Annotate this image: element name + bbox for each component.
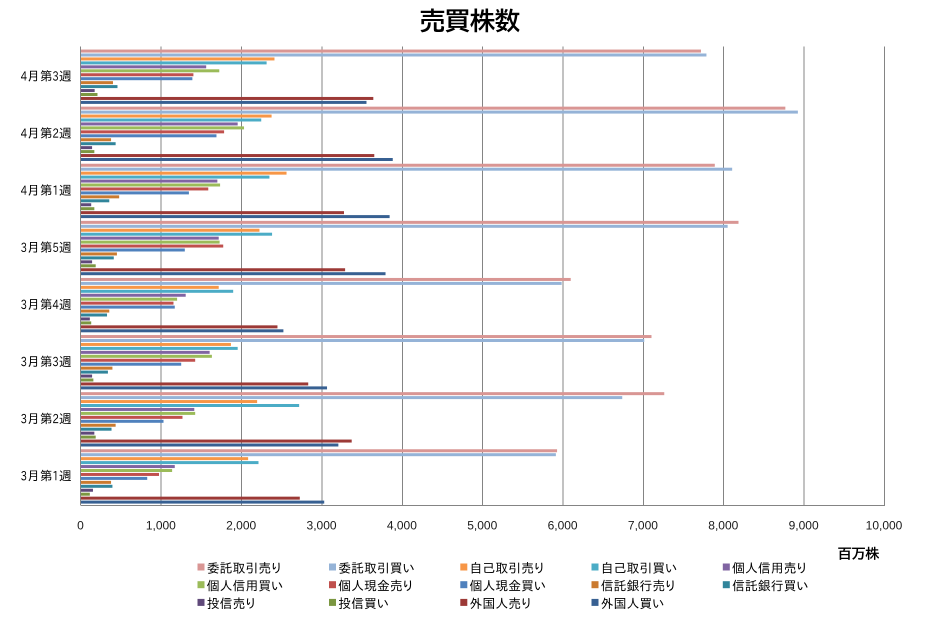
svg-text:8,000: 8,000	[708, 519, 738, 533]
svg-text:4,000: 4,000	[387, 519, 417, 533]
svg-text:3,000: 3,000	[307, 519, 337, 533]
svg-text:10,000: 10,000	[866, 519, 903, 533]
svg-text:2,000: 2,000	[226, 519, 256, 533]
svg-text:5,000: 5,000	[467, 519, 497, 533]
svg-text:6,000: 6,000	[548, 519, 578, 533]
svg-text:9,000: 9,000	[789, 519, 819, 533]
svg-text:0: 0	[77, 519, 84, 533]
svg-text:1,000: 1,000	[146, 519, 176, 533]
svg-text:7,000: 7,000	[628, 519, 658, 533]
